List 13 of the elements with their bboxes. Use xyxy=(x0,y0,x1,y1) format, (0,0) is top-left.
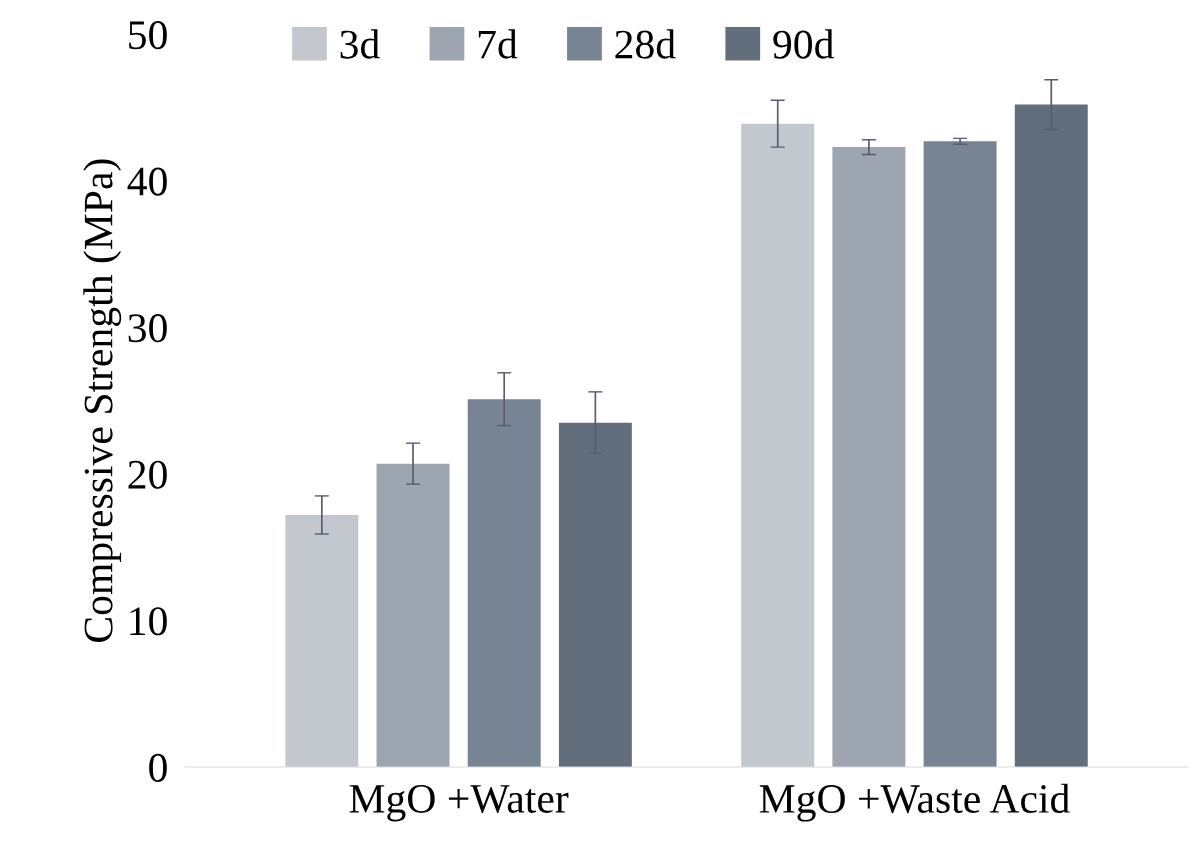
y-tick-label: 10 xyxy=(130,607,167,636)
legend-label: 3d xyxy=(340,29,380,59)
y-axis-title: Compressive Strength (MPa) xyxy=(83,159,122,642)
legend-label: 28d xyxy=(615,29,676,59)
legend-label: 7d xyxy=(478,29,518,59)
x-tick-label: MgO +Waste Acid xyxy=(759,783,1070,822)
y-tick-label: 30 xyxy=(128,314,167,343)
legend-label: 90d xyxy=(773,29,834,59)
y-tick-label: 40 xyxy=(127,167,167,196)
y-tick-label: 20 xyxy=(128,460,167,489)
x-tick-label: MgO +Water xyxy=(349,784,569,822)
y-tick-label: 0 xyxy=(149,753,167,782)
y-tick-label: 50 xyxy=(129,21,167,50)
